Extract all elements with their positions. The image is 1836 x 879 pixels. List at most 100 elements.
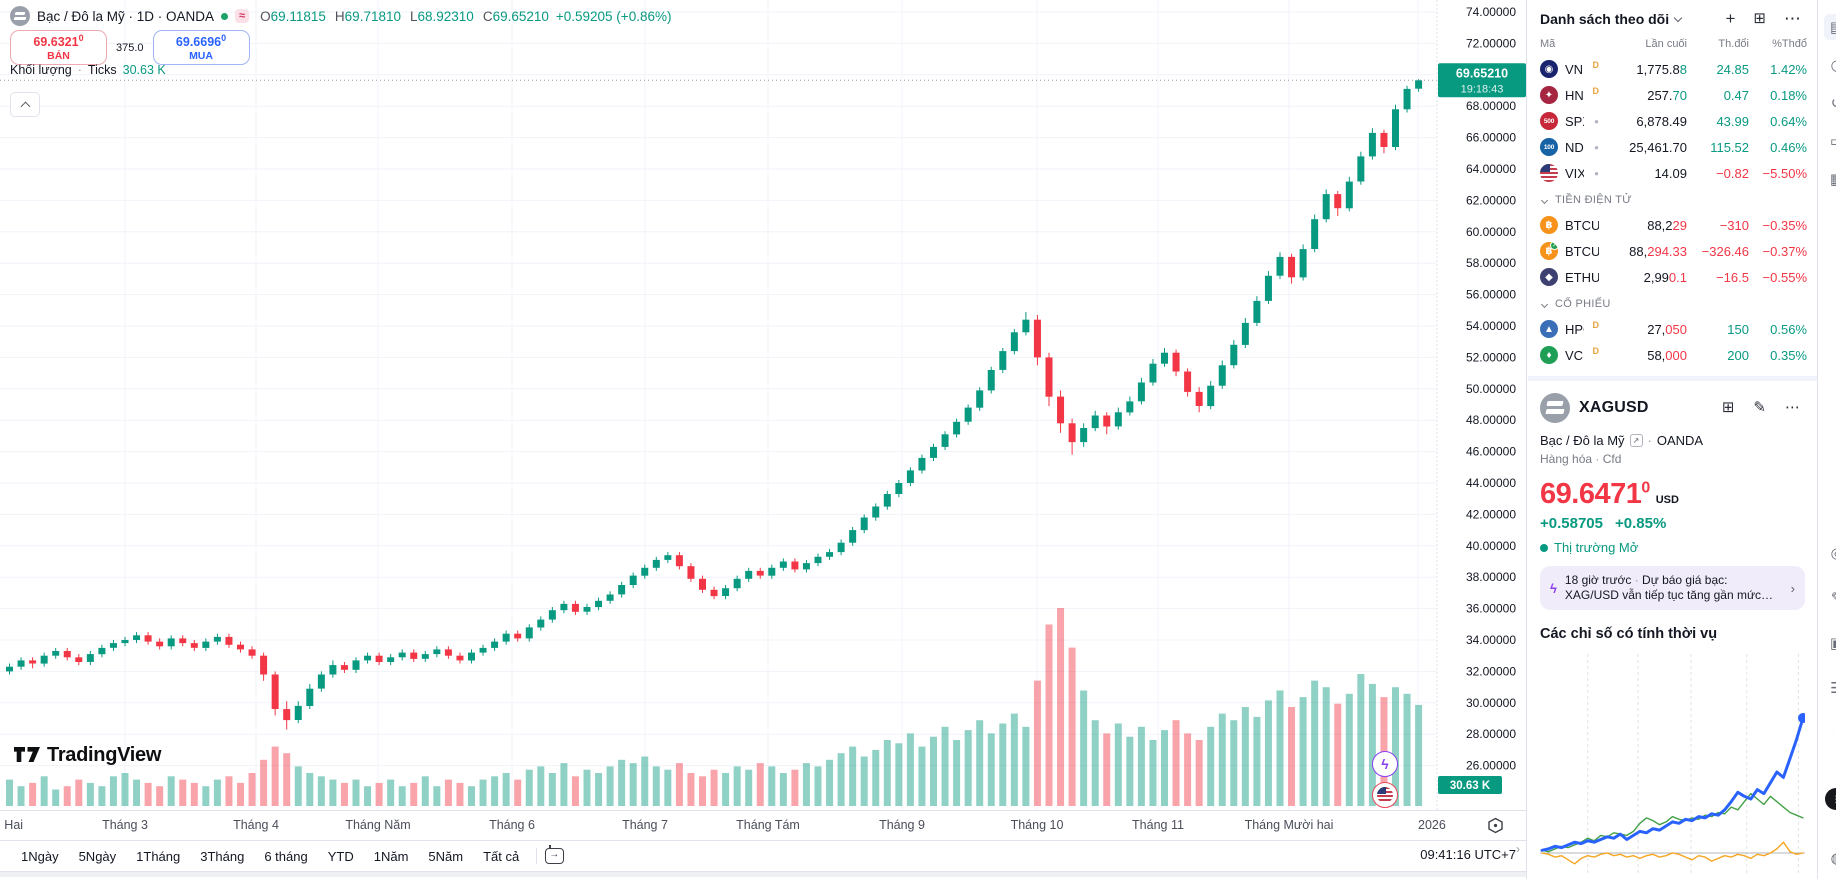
edit-icon[interactable]: ✎ xyxy=(1824,585,1836,611)
watchlist-section-tiền-điện-tử[interactable]: TIỀN ĐIỆN TỬ xyxy=(1528,186,1817,212)
help-icon[interactable]: ◍ xyxy=(1824,845,1836,871)
watchlist-rows: ◉VNIND1,775.8824.851.42%✦HNXID257.700.47… xyxy=(1528,56,1817,368)
news-banner[interactable]: ϟ 18 giờ trước · Dự báo giá bạc: XAG/USD… xyxy=(1540,566,1805,610)
month-label[interactable]: Tháng 9 xyxy=(879,818,925,832)
folder-icon[interactable]: ▣ xyxy=(1824,630,1836,656)
tradingview-wordmark: TradingView xyxy=(47,744,162,766)
time-axis[interactable]: 2026 ng Hai Tháng 3 Tháng 4 Tháng Năm Tháng … xyxy=(0,810,1526,840)
tradingview-logo[interactable]: TradingView xyxy=(14,744,161,767)
symbol-title[interactable]: Bạc / Đô la Mỹ · 1D · OANDA xyxy=(37,8,215,24)
panel-layout-icon[interactable]: ⊞ xyxy=(1721,399,1735,416)
range-button-1ngày[interactable]: 1Ngày xyxy=(21,848,59,864)
range-button-1năm[interactable]: 1Năm xyxy=(373,848,409,864)
price-chart[interactable]: 74.0000072.0000070.0000068.0000066.00000… xyxy=(0,0,1526,810)
svg-text:62.00000: 62.00000 xyxy=(1466,193,1516,207)
chevron-down-icon[interactable] xyxy=(1673,13,1683,22)
market-open-dot-icon xyxy=(221,12,229,20)
year-label[interactable]: 2026 xyxy=(1418,818,1446,832)
seasonal-section-title[interactable]: Các chỉ số có tính thời vụ xyxy=(1540,626,1718,642)
clock-utc[interactable]: 09:41:16 UTC+7 xyxy=(1420,847,1516,862)
seasonal-mini-chart[interactable] xyxy=(1540,648,1808,879)
svg-text:44.00000: 44.00000 xyxy=(1466,476,1516,490)
sell-button[interactable]: 69.63210 BÁN xyxy=(10,30,107,65)
flash-news-icon: ϟ xyxy=(1550,580,1557,596)
watchlist-title[interactable]: Danh sách theo dõi xyxy=(1540,11,1670,27)
month-label[interactable]: Tháng 6 xyxy=(489,818,535,832)
range-button-ytd[interactable]: YTD xyxy=(327,848,354,864)
col-symbol[interactable]: Mã xyxy=(1540,38,1556,50)
alerts-clock-icon[interactable]: ◷ xyxy=(1824,52,1836,78)
watchlist-row-ETHUS[interactable]: ◆ETHUS2,990.1−16.5−0.55% xyxy=(1528,264,1817,290)
panel-more-icon[interactable]: ⋯ xyxy=(1785,399,1800,416)
month-label[interactable]: Tháng 3 xyxy=(102,818,148,832)
watchlist-more-button[interactable]: ⋯ xyxy=(1784,9,1801,28)
symbol-name[interactable]: XAGUSD xyxy=(1579,399,1649,416)
symbol-icon: ฿ ↗ xyxy=(1540,242,1558,260)
candlestick-chart-svg[interactable]: 74.0000072.0000070.0000068.0000066.00000… xyxy=(0,0,1526,810)
buy-button[interactable]: 69.66960 MUA xyxy=(152,30,250,65)
tuner-icon[interactable]: ☰ xyxy=(1824,675,1836,701)
svg-text:60.00000: 60.00000 xyxy=(1466,225,1516,239)
month-label[interactable]: Tháng 7 xyxy=(622,818,668,832)
volume-indicator-row[interactable]: Khối lượng · Ticks 30.63 K xyxy=(10,63,166,77)
watchlist-section-cổ-phiếu[interactable]: CỔ PHIẾU xyxy=(1528,290,1817,316)
axis-settings-icon[interactable] xyxy=(1487,817,1504,837)
symbol-description[interactable]: Bạc / Đô la Mỹ xyxy=(1540,433,1625,448)
calendar-icon[interactable]: ▦ xyxy=(1824,166,1836,192)
col-last[interactable]: Lần cuối xyxy=(1645,38,1687,50)
goto-date-button[interactable] xyxy=(545,845,565,864)
bell-icon[interactable]: ◔ xyxy=(1824,720,1836,746)
us-flag-icon xyxy=(1377,787,1393,803)
panel-edit-icon[interactable]: ✎ xyxy=(1753,399,1766,416)
chevron-down-icon xyxy=(1540,196,1549,204)
messages-icon[interactable]: ⋮ xyxy=(1825,788,1836,810)
col-change-pct[interactable]: %Thđổ xyxy=(1772,38,1807,50)
range-button-5ngày[interactable]: 5Ngày xyxy=(78,848,117,864)
watchlist-panel-icon[interactable]: ▤ xyxy=(1824,14,1836,40)
month-label[interactable]: Tháng 10 xyxy=(1010,818,1064,832)
replay-icon[interactable]: ↺ xyxy=(1824,90,1836,116)
month-label[interactable]: ng Hai xyxy=(0,818,24,832)
chevron-down-icon xyxy=(1540,300,1549,308)
svg-text:46.00000: 46.00000 xyxy=(1466,445,1516,459)
low-key: L xyxy=(409,8,418,24)
watchlist-layout-button[interactable]: ⊞ xyxy=(1753,10,1766,27)
svg-text:38.00000: 38.00000 xyxy=(1466,570,1516,584)
range-button-tất-cả[interactable]: Tất cả xyxy=(483,848,520,864)
month-label[interactable]: Tháng Mười hai xyxy=(1244,818,1334,832)
watchlist-row-VIX[interactable]: VIX ● 14.09 −0.82 −5.50% xyxy=(1528,160,1817,186)
watchlist-row-BTCUS[interactable]: ฿↗BTCUS88,294.33−326.46−0.37% xyxy=(1528,238,1817,264)
range-button-1tháng[interactable]: 1Tháng xyxy=(136,848,181,864)
external-link-icon[interactable]: ↗ xyxy=(1629,434,1643,447)
chat-icon[interactable]: ▭ xyxy=(1824,128,1836,154)
sidebar-collapse-handle[interactable]: › xyxy=(1516,842,1520,856)
economic-event-flag-button[interactable] xyxy=(1372,782,1398,808)
data-badge: D xyxy=(1592,346,1600,356)
range-button-3tháng[interactable]: 3Tháng xyxy=(200,848,245,864)
watchlist-row-HNXI[interactable]: ✦HNXID257.700.470.18% xyxy=(1528,82,1817,108)
col-change[interactable]: Th.đổi xyxy=(1718,38,1749,50)
month-label[interactable]: Tháng Năm xyxy=(345,818,411,832)
xagusd-icon xyxy=(1540,393,1570,423)
instant-trading-button[interactable]: ϟ xyxy=(1372,751,1398,777)
delayed-data-badge[interactable]: ≈ xyxy=(235,9,250,23)
svg-text:36.00000: 36.00000 xyxy=(1466,602,1516,616)
market-closed-dot-icon: ● xyxy=(1594,116,1599,126)
toolbar-divider xyxy=(536,848,538,864)
watchlist-row-BTCUS[interactable]: ฿BTCUS88,229−310−0.35% xyxy=(1528,212,1817,238)
month-label[interactable]: Tháng 11 xyxy=(1132,818,1184,832)
volume-value: 30.63 K xyxy=(122,63,166,77)
collapse-legend-button[interactable] xyxy=(10,92,40,117)
add-symbol-button[interactable]: + xyxy=(1725,9,1736,28)
month-label[interactable]: Tháng Tám xyxy=(736,818,800,832)
month-label[interactable]: Tháng 4 xyxy=(233,818,279,832)
instrument-type: Hàng hóa xyxy=(1540,452,1593,466)
range-button-5năm[interactable]: 5Năm xyxy=(428,848,464,864)
range-button-6-tháng[interactable]: 6 tháng xyxy=(264,848,308,864)
target-icon[interactable]: ◎ xyxy=(1824,540,1836,566)
